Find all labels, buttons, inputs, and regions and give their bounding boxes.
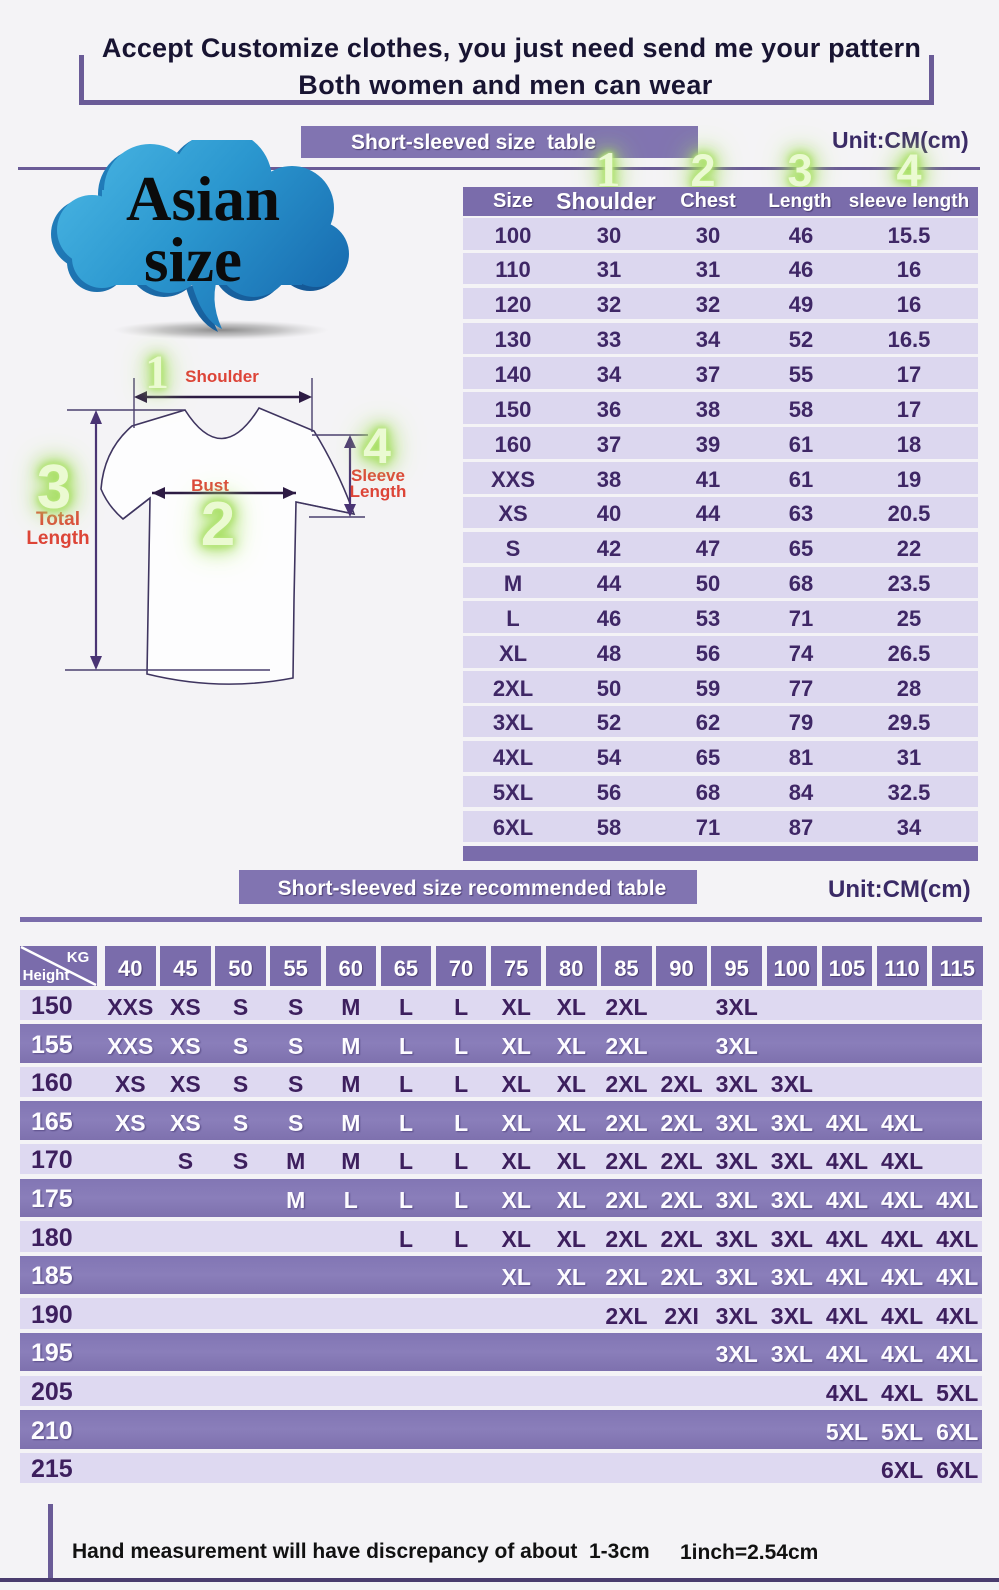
svg-text:KG: KG (67, 949, 90, 966)
svg-text:Asian: Asian (126, 164, 280, 234)
svg-text:Height: Height (23, 967, 70, 984)
svg-text:size: size (144, 225, 242, 295)
